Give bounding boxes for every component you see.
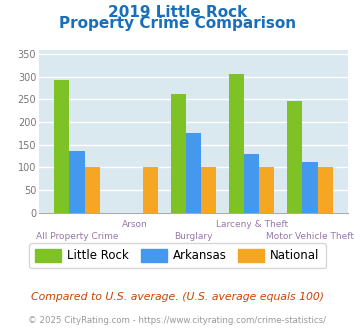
- Bar: [318, 168, 333, 213]
- Bar: [259, 168, 274, 213]
- Bar: [229, 75, 244, 213]
- Legend: Little Rock, Arkansas, National: Little Rock, Arkansas, National: [29, 243, 326, 268]
- Text: © 2025 CityRating.com - https://www.cityrating.com/crime-statistics/: © 2025 CityRating.com - https://www.city…: [28, 316, 327, 325]
- Text: Larceny & Theft: Larceny & Theft: [216, 220, 288, 229]
- Bar: [69, 151, 84, 213]
- Text: 2019 Little Rock: 2019 Little Rock: [108, 5, 247, 20]
- Text: Motor Vehicle Theft: Motor Vehicle Theft: [266, 232, 354, 241]
- Text: Burglary: Burglary: [174, 232, 213, 241]
- Bar: [84, 168, 100, 213]
- Bar: [302, 162, 318, 213]
- Text: Compared to U.S. average. (U.S. average equals 100): Compared to U.S. average. (U.S. average …: [31, 292, 324, 302]
- Text: Arson: Arson: [122, 220, 148, 229]
- Bar: [244, 154, 259, 213]
- Bar: [54, 80, 69, 213]
- Text: All Property Crime: All Property Crime: [36, 232, 118, 241]
- Bar: [171, 94, 186, 213]
- Bar: [201, 168, 216, 213]
- Bar: [287, 101, 302, 213]
- Bar: [186, 133, 201, 213]
- Bar: [143, 168, 158, 213]
- Text: Property Crime Comparison: Property Crime Comparison: [59, 16, 296, 31]
